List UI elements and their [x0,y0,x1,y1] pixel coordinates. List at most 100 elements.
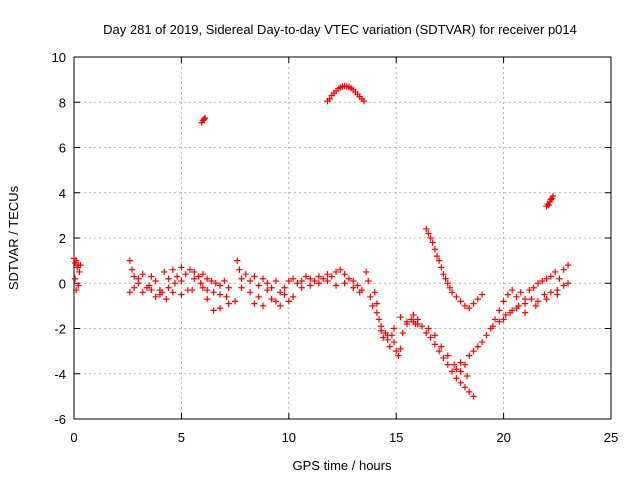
data-point [474,295,482,303]
data-point [277,289,284,296]
data-point [466,352,473,359]
data-point [356,289,363,296]
data-point [444,361,451,368]
data-point [539,277,546,285]
series-2 [198,114,209,126]
data-point [191,268,198,276]
data-point [298,284,305,291]
x-tick-label-2: 10 [282,430,296,445]
data-point [197,280,204,287]
data-point [210,289,217,296]
data-point [429,239,436,246]
data-point [281,284,288,291]
data-point [163,295,170,303]
data-point [360,97,368,105]
data-point [393,347,400,355]
data-point [324,271,331,278]
data-point [457,379,464,386]
data-point [238,284,245,291]
data-points [70,82,572,400]
data-point [440,354,447,362]
data-point [139,289,146,296]
data-point [534,298,542,305]
x-tick-label-0: 0 [70,430,77,445]
data-point [470,393,477,400]
data-point [199,284,207,291]
data-point [362,268,370,276]
data-point [289,293,297,301]
data-point [556,275,563,282]
y-tick-label-8: 10 [52,50,66,65]
data-point [139,271,146,278]
data-point [341,280,348,287]
data-point [178,264,185,271]
data-point [182,271,189,278]
data-point [255,293,262,301]
data-point [246,277,254,285]
x-axis-label: GPS time / hours [293,458,392,473]
data-point [528,295,535,303]
data-point [547,196,555,203]
data-point [216,291,224,298]
y-tick-label-6: 6 [59,141,66,156]
data-point [212,280,219,287]
data-point [236,266,243,273]
data-point [337,266,344,273]
data-point [532,302,540,310]
data-point [461,361,469,368]
data-point [208,277,215,285]
data-point [315,273,323,280]
data-point [508,286,516,294]
data-point [195,273,202,280]
data-point [77,261,84,269]
data-point [126,257,134,264]
data-point [324,277,331,285]
data-point [76,268,83,276]
y-tick-label-7: 8 [59,95,66,110]
data-point [341,271,348,278]
data-point [431,246,439,253]
data-point [367,293,374,301]
data-point [165,275,172,282]
data-point [504,291,512,298]
data-point [448,368,456,375]
data-point [433,252,441,260]
y-axis-label: SDTVAR / TECUs [6,185,21,290]
data-point [178,277,185,285]
data-point [463,372,471,380]
y-tick-label-4: 2 [59,231,66,246]
data-point [72,257,80,264]
data-point [234,257,241,264]
data-point [461,384,469,391]
x-tick-label-5: 25 [604,430,618,445]
y-tick-label-5: 4 [59,186,66,201]
series-4 [324,82,368,105]
data-point [496,318,503,325]
data-point [513,293,520,301]
data-point [425,325,432,332]
data-point [431,332,439,339]
data-point [130,273,138,280]
data-point [216,282,224,289]
data-point [470,347,477,355]
data-point [446,284,454,291]
data-point [75,282,82,289]
data-point [470,300,477,307]
data-point [281,291,288,298]
data-point [457,368,464,375]
data-point [216,304,224,312]
data-point [203,275,211,282]
data-point [173,273,181,280]
data-point [418,323,426,330]
series-5 [362,268,421,359]
data-point [156,291,164,298]
data-point [135,275,142,282]
series-8 [453,261,572,373]
data-point [547,273,555,280]
data-point [169,266,177,273]
data-point [289,275,297,282]
series-7 [423,225,486,312]
data-point [210,307,217,314]
data-point [444,280,451,287]
data-point [373,300,381,307]
